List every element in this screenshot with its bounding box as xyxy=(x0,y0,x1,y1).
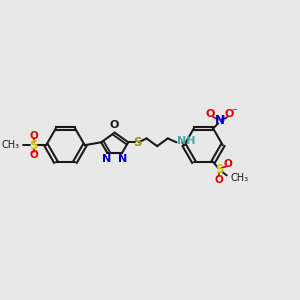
Text: O: O xyxy=(29,150,38,160)
Text: S: S xyxy=(29,139,38,152)
Text: N: N xyxy=(215,114,225,127)
Text: O: O xyxy=(223,159,232,169)
Text: O: O xyxy=(206,109,215,119)
Text: N: N xyxy=(102,154,111,164)
Text: O: O xyxy=(29,130,38,140)
Text: O: O xyxy=(225,109,234,119)
Text: O: O xyxy=(214,175,223,185)
Text: +: + xyxy=(220,114,228,123)
Text: S: S xyxy=(215,163,223,176)
Text: O: O xyxy=(110,120,119,130)
Text: N: N xyxy=(118,154,128,164)
Text: S: S xyxy=(133,136,141,149)
Text: CH₃: CH₃ xyxy=(230,173,249,183)
Text: CH₃: CH₃ xyxy=(1,140,19,150)
Text: NH: NH xyxy=(177,136,196,146)
Text: ⁻: ⁻ xyxy=(231,107,237,117)
